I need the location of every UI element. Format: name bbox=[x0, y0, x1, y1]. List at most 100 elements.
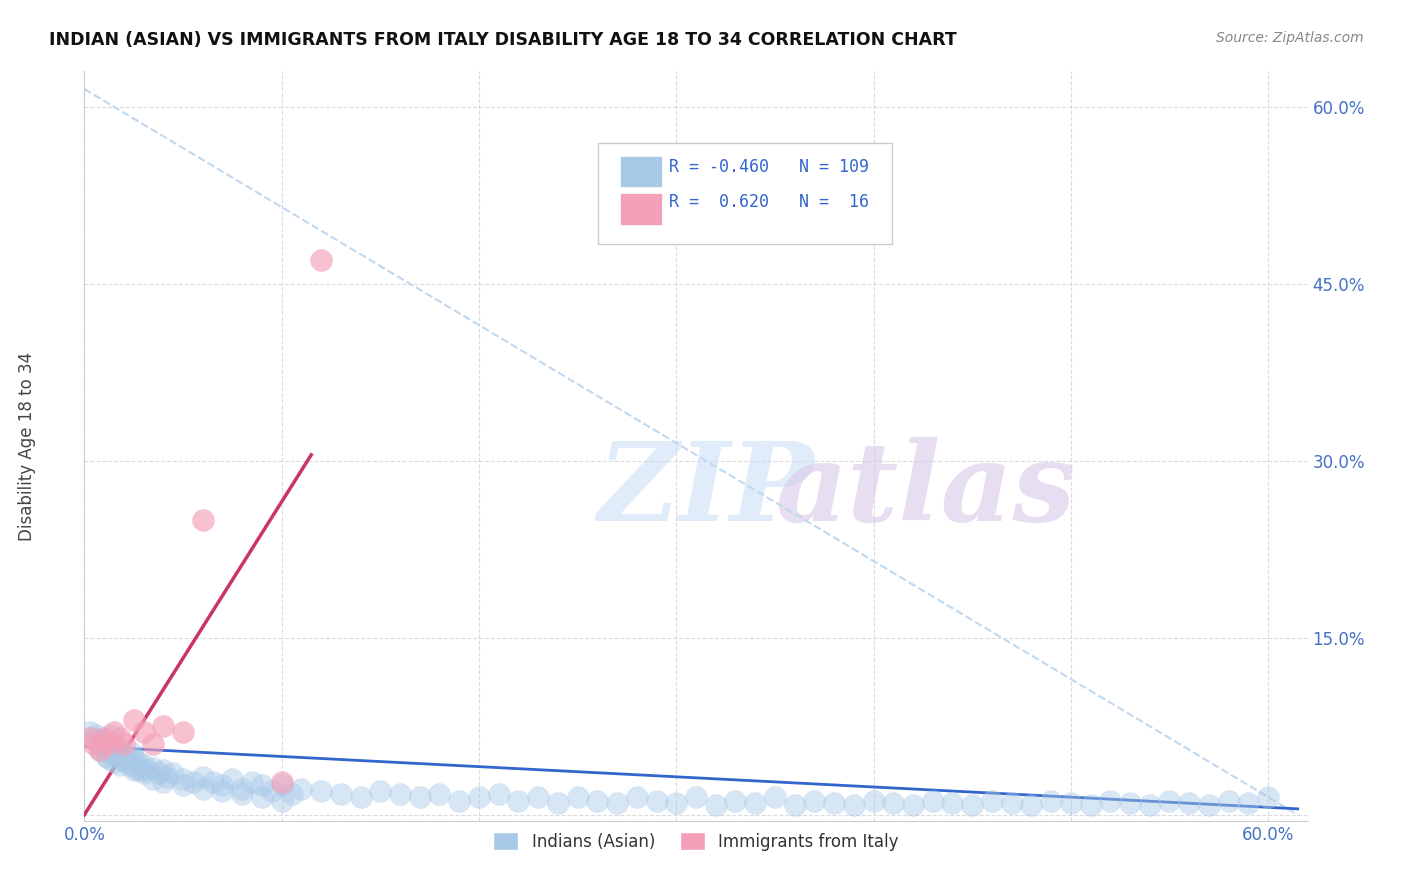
Point bbox=[83, 731, 105, 745]
Point bbox=[1040, 794, 1063, 808]
Point bbox=[1178, 796, 1201, 810]
Point bbox=[191, 513, 214, 527]
Text: R = -0.460   N = 109: R = -0.460 N = 109 bbox=[669, 158, 869, 176]
Point bbox=[704, 798, 727, 813]
Point bbox=[1099, 794, 1122, 808]
Point bbox=[83, 737, 105, 751]
Point bbox=[980, 794, 1002, 808]
Point bbox=[117, 751, 139, 765]
Point bbox=[201, 774, 224, 789]
Point bbox=[231, 781, 253, 796]
Point bbox=[103, 725, 125, 739]
Point bbox=[1060, 796, 1083, 810]
Text: INDIAN (ASIAN) VS IMMIGRANTS FROM ITALY DISABILITY AGE 18 TO 34 CORRELATION CHAR: INDIAN (ASIAN) VS IMMIGRANTS FROM ITALY … bbox=[49, 31, 957, 49]
Point bbox=[172, 772, 194, 787]
Point bbox=[368, 784, 391, 798]
Point bbox=[1257, 790, 1279, 805]
Point bbox=[349, 790, 371, 805]
Point bbox=[724, 794, 747, 808]
Point bbox=[114, 755, 136, 769]
Point bbox=[191, 770, 214, 784]
Point bbox=[104, 748, 127, 763]
Point bbox=[97, 751, 120, 765]
Point bbox=[112, 737, 135, 751]
Point bbox=[1001, 796, 1024, 810]
FancyBboxPatch shape bbox=[620, 194, 662, 225]
Point bbox=[136, 763, 159, 777]
Point bbox=[842, 798, 865, 813]
Point bbox=[744, 796, 766, 810]
Point bbox=[1119, 796, 1142, 810]
Point bbox=[148, 766, 170, 780]
Point bbox=[172, 725, 194, 739]
Point bbox=[101, 747, 124, 761]
Point bbox=[270, 774, 292, 789]
Point bbox=[429, 787, 451, 801]
Point bbox=[606, 796, 628, 810]
Text: Source: ZipAtlas.com: Source: ZipAtlas.com bbox=[1216, 31, 1364, 45]
Point bbox=[122, 714, 145, 728]
Point bbox=[79, 731, 101, 745]
Point bbox=[152, 774, 174, 789]
Point bbox=[645, 794, 668, 808]
Point bbox=[142, 772, 165, 787]
Point bbox=[1139, 798, 1161, 813]
Point bbox=[211, 784, 233, 798]
Point bbox=[181, 774, 204, 789]
Point bbox=[626, 790, 648, 805]
Point bbox=[103, 737, 125, 751]
Point bbox=[142, 737, 165, 751]
Point bbox=[107, 743, 129, 757]
Point bbox=[93, 731, 115, 745]
Point bbox=[250, 778, 273, 792]
Point bbox=[449, 794, 471, 808]
Point bbox=[89, 743, 111, 757]
Point bbox=[103, 755, 125, 769]
Point bbox=[122, 751, 145, 765]
Text: atlas: atlas bbox=[776, 437, 1076, 545]
Point bbox=[862, 794, 884, 808]
Point bbox=[921, 794, 943, 808]
Point bbox=[586, 794, 609, 808]
Y-axis label: Disability Age 18 to 34: Disability Age 18 to 34 bbox=[18, 351, 35, 541]
Point bbox=[132, 766, 155, 780]
Point bbox=[79, 725, 101, 739]
Point bbox=[960, 798, 983, 813]
Point bbox=[1080, 798, 1102, 813]
Point bbox=[93, 734, 115, 748]
Point bbox=[941, 796, 963, 810]
Point bbox=[240, 774, 263, 789]
Point bbox=[122, 763, 145, 777]
Point bbox=[329, 787, 352, 801]
Point bbox=[409, 790, 432, 805]
Point bbox=[89, 743, 111, 757]
Point bbox=[108, 731, 131, 745]
FancyBboxPatch shape bbox=[598, 143, 891, 244]
Point bbox=[211, 778, 233, 792]
Point bbox=[1218, 794, 1240, 808]
Point bbox=[172, 778, 194, 792]
Point bbox=[152, 719, 174, 733]
Point bbox=[901, 798, 924, 813]
Point bbox=[309, 784, 332, 798]
Point bbox=[112, 748, 135, 763]
Point bbox=[118, 758, 141, 772]
Point bbox=[1198, 798, 1220, 813]
FancyBboxPatch shape bbox=[620, 156, 662, 187]
Point bbox=[84, 727, 107, 741]
Point bbox=[270, 794, 292, 808]
Point bbox=[270, 778, 292, 792]
Point bbox=[128, 763, 150, 777]
Point bbox=[508, 794, 530, 808]
Point bbox=[97, 743, 120, 757]
Point bbox=[112, 748, 135, 763]
Point bbox=[94, 748, 117, 763]
Point bbox=[280, 787, 302, 801]
Point bbox=[1237, 796, 1260, 810]
Point bbox=[98, 727, 121, 741]
Point bbox=[685, 790, 707, 805]
Point bbox=[547, 796, 569, 810]
Point bbox=[389, 787, 412, 801]
Point bbox=[152, 763, 174, 777]
Point bbox=[142, 760, 165, 774]
